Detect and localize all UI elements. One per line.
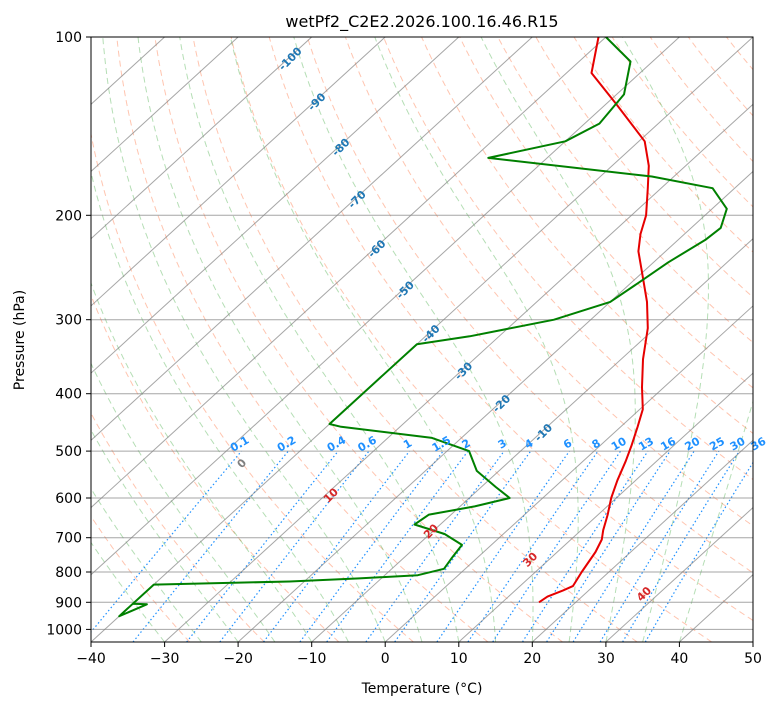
y-tick-label: 1000 bbox=[46, 622, 82, 638]
x-tick-label: −30 bbox=[150, 651, 180, 667]
x-axis-label: Temperature (°C) bbox=[361, 681, 483, 697]
moist-adiabat-line bbox=[0, 37, 238, 642]
dry-adiabat-line bbox=[612, 37, 775, 642]
mixing-ratio-line bbox=[547, 451, 670, 642]
y-tick-label: 100 bbox=[55, 30, 82, 46]
x-tick-label: −20 bbox=[223, 651, 253, 667]
moist-adiabat-label: -30 bbox=[452, 359, 475, 382]
dry-adiabat-label: 0 bbox=[235, 456, 250, 471]
moist-adiabat-label: -80 bbox=[329, 135, 352, 158]
moist-adiabat-line bbox=[138, 37, 422, 642]
x-tick-label: −40 bbox=[76, 651, 106, 667]
dry-adiabat-line bbox=[422, 37, 775, 642]
dry-adiabat-line bbox=[79, 37, 414, 642]
y-tick-label: 800 bbox=[55, 565, 82, 581]
mixing-ratio-line bbox=[187, 451, 339, 642]
moist-adiabat-label: -90 bbox=[305, 90, 328, 113]
y-tick-label: 600 bbox=[55, 491, 82, 507]
x-tick-label: −10 bbox=[297, 651, 327, 667]
x-tick-label: 30 bbox=[597, 651, 615, 667]
isotherm-gridline bbox=[0, 37, 238, 642]
mixing-ratio-line bbox=[133, 451, 288, 642]
mixing-ratio-line bbox=[300, 451, 443, 642]
moist-adiabat-label: -70 bbox=[346, 188, 369, 211]
dry-adiabat-line bbox=[765, 37, 775, 642]
mixing-ratio-line bbox=[623, 451, 740, 642]
moist-adiabat-label: -40 bbox=[419, 322, 442, 345]
moist-adiabat-line bbox=[21, 37, 275, 642]
mixing-ratio-line bbox=[83, 451, 242, 642]
isotherm-gridline bbox=[753, 37, 775, 642]
x-tick-label: 10 bbox=[450, 651, 468, 667]
mixing-ratio-label: 8 bbox=[590, 437, 603, 452]
isotherm-gridline bbox=[0, 37, 459, 642]
x-tick-label: 50 bbox=[744, 651, 762, 667]
mixing-ratio-line bbox=[493, 451, 621, 642]
moist-adiabat-line bbox=[180, 37, 459, 642]
isotherm-gridline bbox=[0, 37, 312, 642]
dry-adiabat-line bbox=[0, 37, 190, 642]
mixing-ratio-line bbox=[366, 451, 504, 642]
mixing-ratio-line bbox=[220, 451, 369, 642]
dry-adiabat-line bbox=[269, 37, 775, 642]
dry-adiabat-line bbox=[650, 37, 775, 642]
y-tick-label: 500 bbox=[55, 444, 82, 460]
moist-adiabat-label: -100 bbox=[276, 44, 305, 73]
moist-adiabat-line bbox=[72, 37, 348, 642]
dry-adiabat-line bbox=[193, 37, 637, 642]
moist-adiabat-line bbox=[294, 37, 533, 642]
y-tick-label: 200 bbox=[55, 208, 82, 224]
x-tick-label: 20 bbox=[523, 651, 541, 667]
isotherm-gridline bbox=[165, 37, 775, 642]
dry-adiabat-line bbox=[498, 37, 775, 642]
mixing-ratio-line bbox=[264, 451, 410, 642]
mixing-ratio-line bbox=[437, 451, 570, 642]
dry-adiabat-line bbox=[345, 37, 775, 642]
dry-adiabat-line bbox=[231, 37, 712, 642]
mixing-ratio-label: 1 bbox=[401, 437, 414, 452]
x-tick-label: 40 bbox=[670, 651, 688, 667]
y-tick-label: 300 bbox=[55, 313, 82, 329]
mixing-ratio-line bbox=[573, 451, 694, 642]
dry-adiabat-line bbox=[574, 37, 775, 642]
moist-adiabat-label: -10 bbox=[532, 421, 555, 444]
dry-adiabat-line bbox=[688, 37, 775, 642]
dry-adiabat-line bbox=[726, 37, 775, 642]
dry-adiabat-line bbox=[536, 37, 775, 642]
moist-adiabat-line bbox=[46, 37, 312, 642]
y-tick-label: 900 bbox=[55, 595, 82, 611]
moist-adiabat-line bbox=[375, 37, 578, 642]
y-axis-label: Pressure (hPa) bbox=[12, 290, 28, 390]
x-tick-label: 0 bbox=[381, 651, 390, 667]
isotherm-gridline bbox=[0, 37, 385, 642]
y-tick-label: 400 bbox=[55, 387, 82, 403]
moist-adiabat-line bbox=[0, 37, 201, 642]
y-tick-label: 700 bbox=[55, 531, 82, 547]
moist-adiabat-label: -20 bbox=[490, 392, 513, 415]
chart-title: wetPf2_C2E2.2026.100.16.46.R15 bbox=[285, 12, 558, 32]
dry-adiabat-line bbox=[155, 37, 563, 642]
isotherm-gridline bbox=[17, 37, 679, 642]
